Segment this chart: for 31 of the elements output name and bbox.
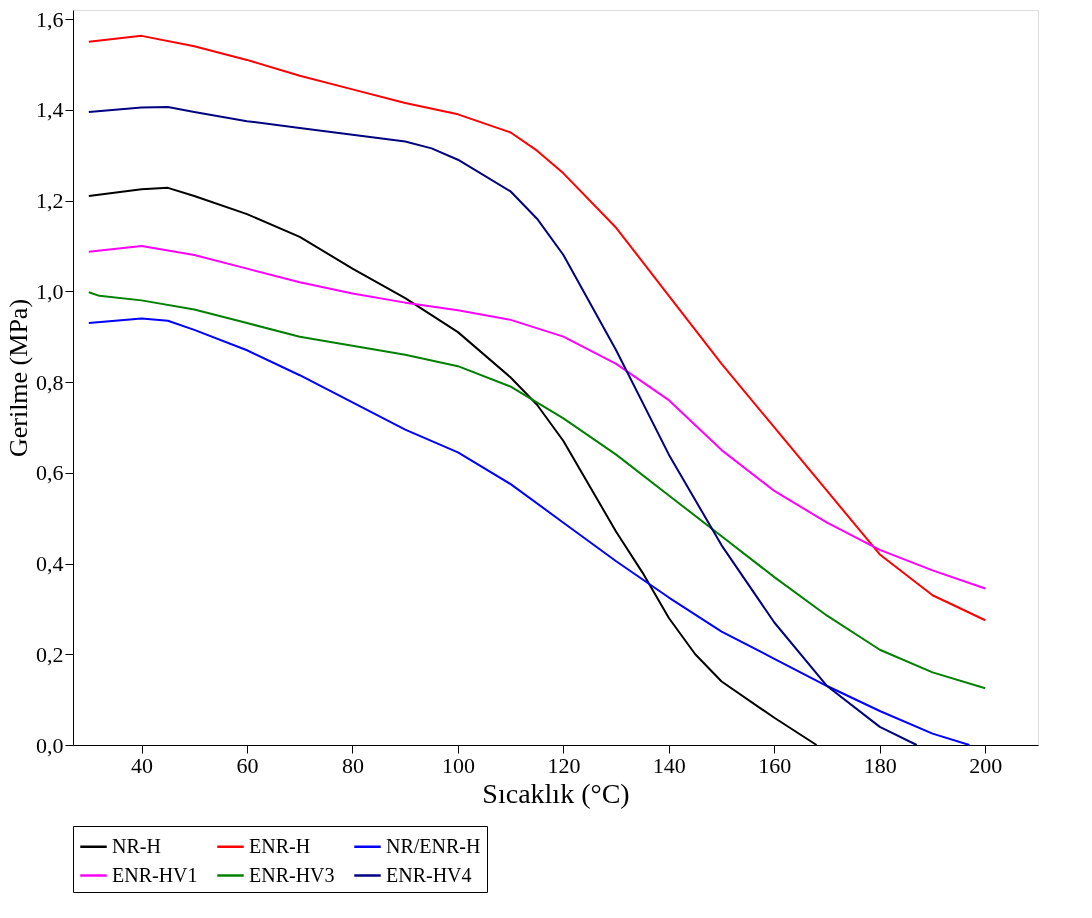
x-tick-label: 100	[441, 752, 475, 778]
x-tick-label: 40	[131, 752, 154, 778]
x-tick-label: 120	[547, 752, 581, 778]
line-series	[87, 291, 987, 690]
x-tick-label: 180	[863, 752, 897, 778]
y-tick-label: 1,2	[36, 188, 64, 214]
legend-label: ENR-HV1	[112, 863, 198, 886]
y-tick-label: 0,8	[36, 369, 64, 395]
line-series	[87, 317, 971, 746]
line-series	[87, 244, 987, 590]
x-tick-label: 60	[236, 752, 259, 778]
x-axis-title: Sıcaklık (°C)	[482, 777, 630, 809]
x-tick-label: 200	[969, 752, 1003, 778]
legend-label: NR/ENR-H	[386, 834, 481, 857]
y-tick-label: 0,4	[36, 551, 64, 577]
y-tick-label: 0,0	[36, 732, 64, 758]
x-tick-label: 160	[758, 752, 792, 778]
y-tick-label: 0,6	[36, 460, 64, 486]
line-series	[87, 106, 918, 746]
legend-label: ENR-HV4	[386, 863, 472, 886]
y-tick-label: 1,6	[36, 6, 64, 32]
x-tick-label: 80	[341, 752, 364, 778]
legend-label: NR-H	[112, 834, 161, 857]
line-series	[87, 34, 987, 622]
legend-label: ENR-HV3	[249, 863, 335, 886]
x-tick-label: 140	[652, 752, 686, 778]
legend-label: ENR-H	[249, 834, 311, 857]
y-tick-label: 1,0	[36, 278, 64, 304]
y-axis-title: Gerilme (MPa)	[4, 298, 33, 458]
y-tick-label: 0,2	[36, 641, 64, 667]
y-tick-label: 1,4	[36, 97, 64, 123]
